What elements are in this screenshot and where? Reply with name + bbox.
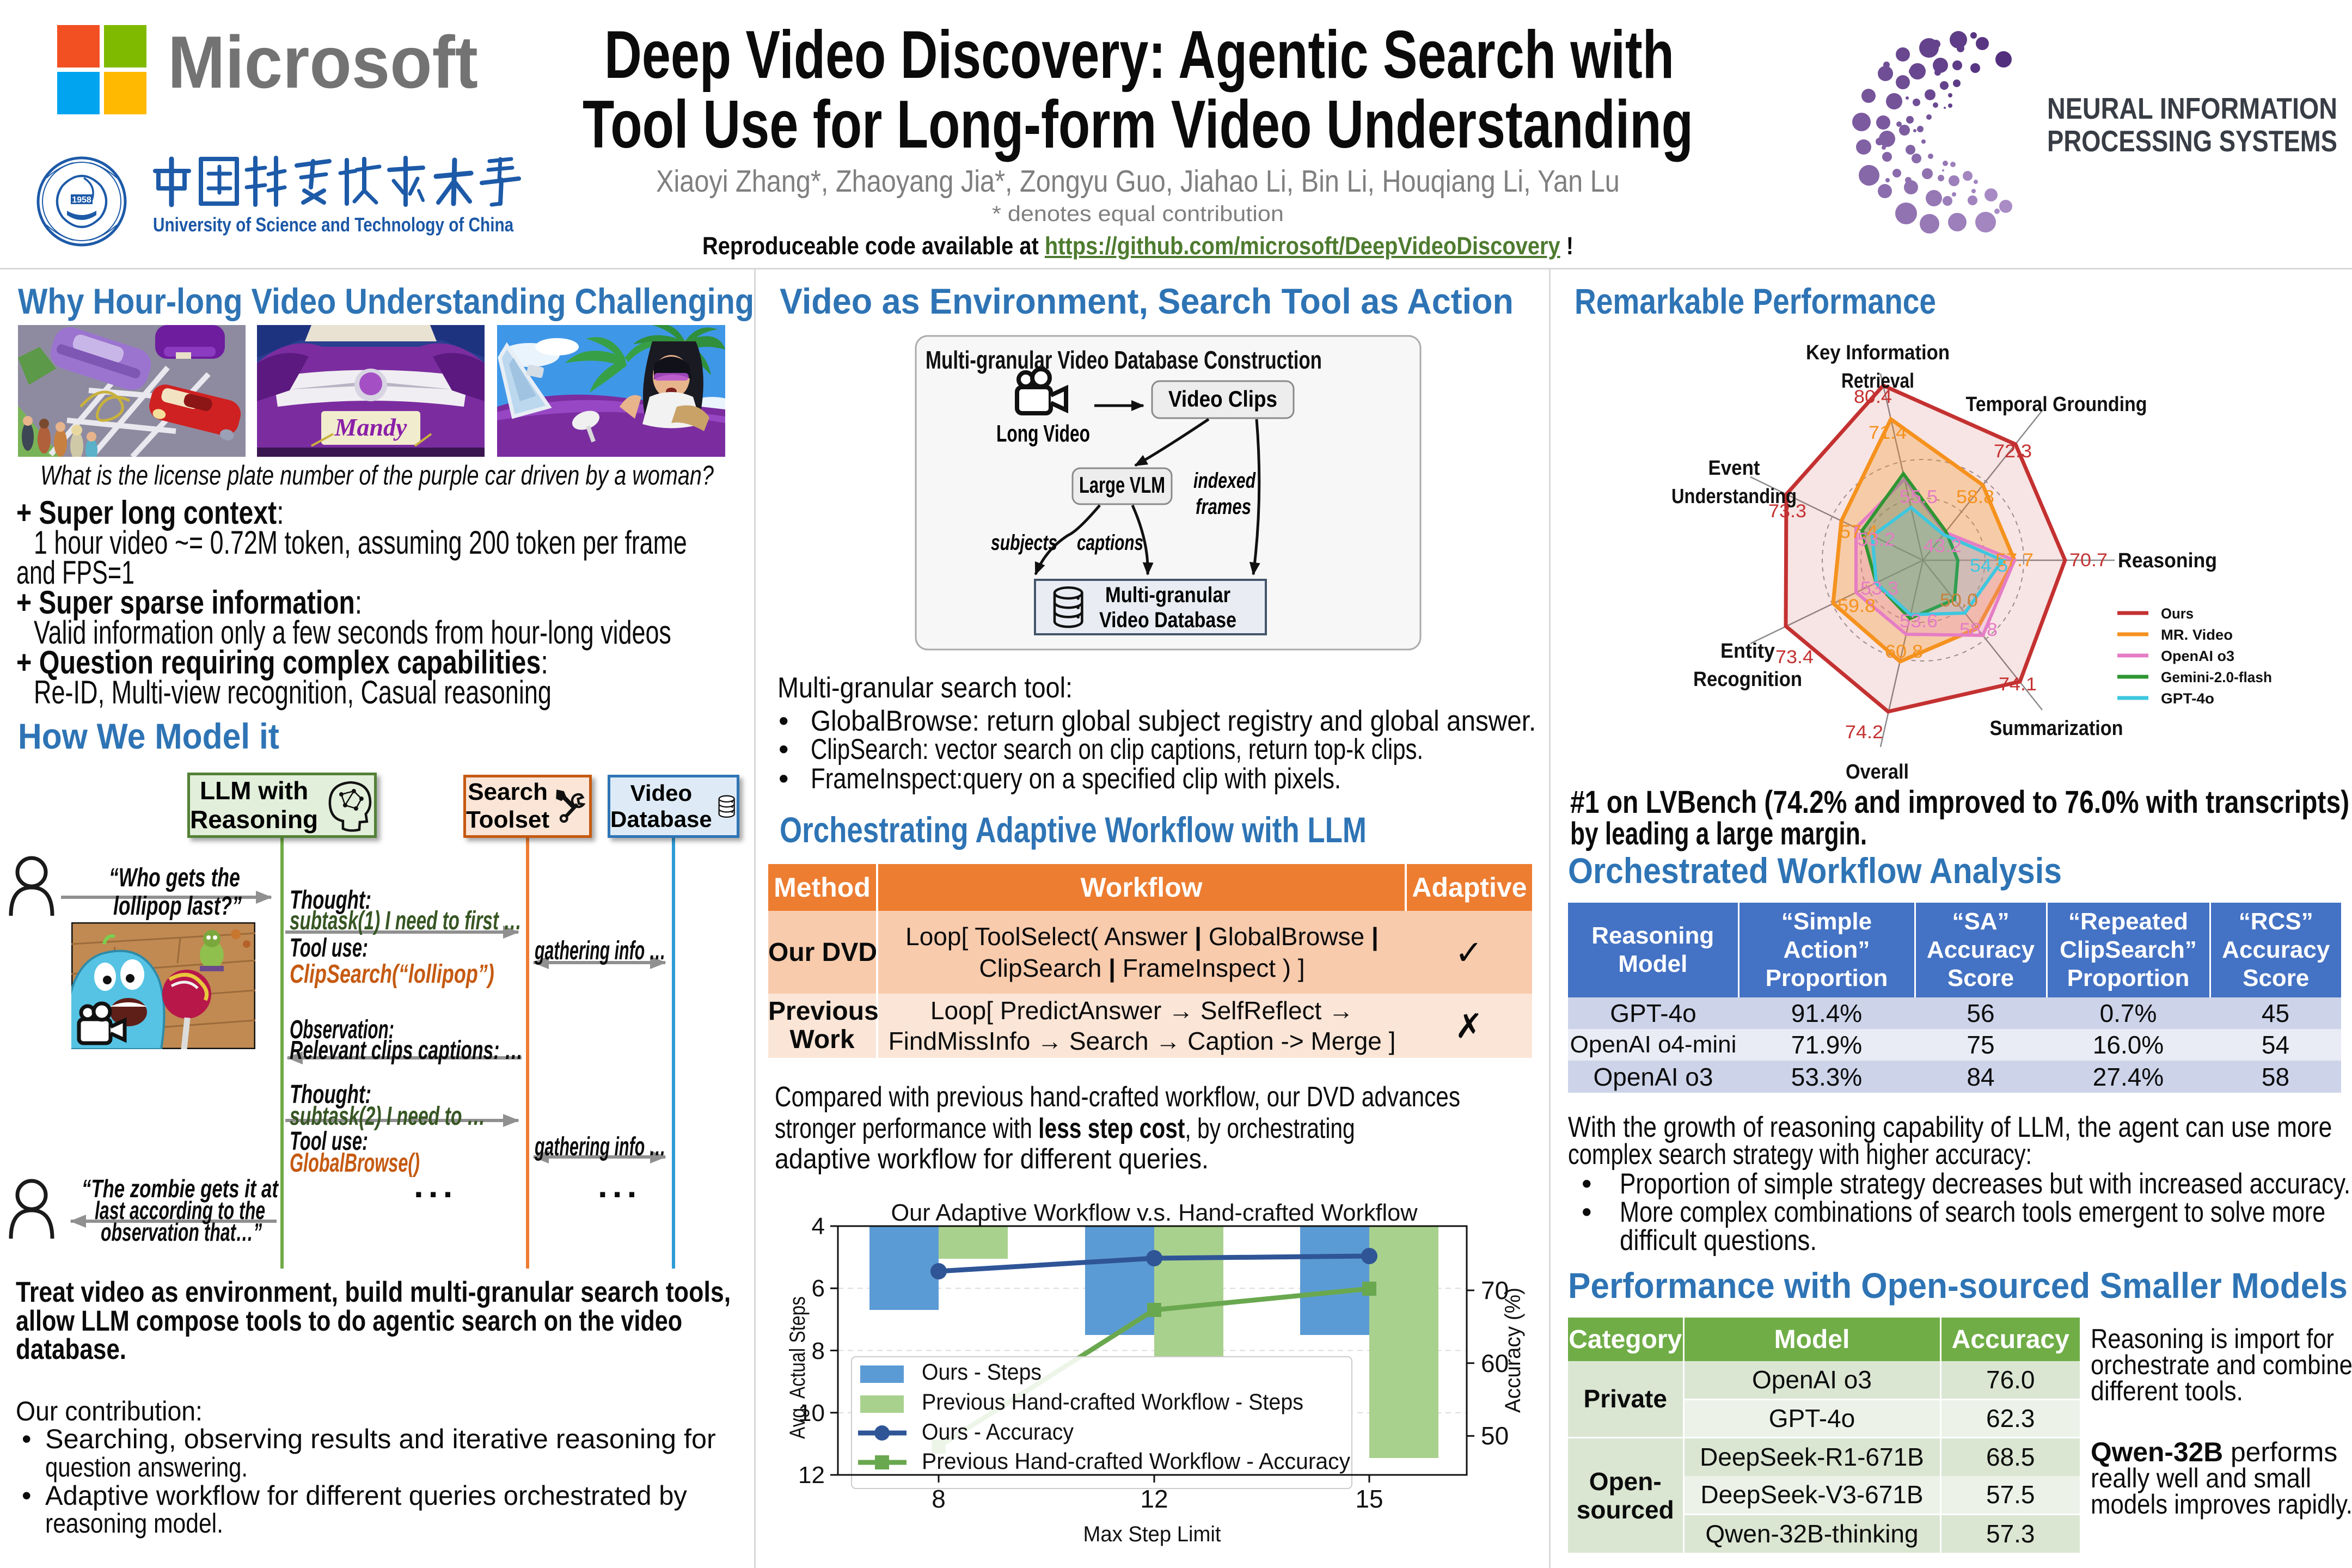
svg-text:indexed: indexed	[1193, 469, 1256, 493]
svg-text:Key Information: Key Information	[1806, 341, 1950, 364]
svg-text:72.3: 72.3	[1994, 441, 2032, 462]
svg-text:MR. Video: MR. Video	[2161, 627, 2233, 643]
svg-text:Long Video: Long Video	[996, 420, 1090, 447]
svg-text:15: 15	[1355, 1485, 1383, 1513]
svg-text:80.4: 80.4	[1854, 387, 1892, 407]
svg-text:Previous Hand-crafted Workflow: Previous Hand-crafted Workflow - Steps	[922, 1389, 1303, 1414]
svg-text:4: 4	[812, 1213, 825, 1240]
svg-text:Multi-granular Video Database: Multi-granular Video Database Constructi…	[926, 346, 1322, 374]
svg-text:53.6: 53.6	[1900, 611, 1938, 632]
svg-text:Video Database: Video Database	[1099, 608, 1236, 632]
svg-text:60: 60	[1481, 1349, 1509, 1377]
svg-text:57.4: 57.4	[1840, 522, 1878, 542]
svg-text:Reasoning: Reasoning	[2118, 549, 2217, 572]
svg-text:73.3: 73.3	[1768, 501, 1806, 522]
svg-text:59.8: 59.8	[1837, 596, 1876, 616]
svg-text:Ours: Ours	[2161, 605, 2194, 622]
svg-text:Ours - Steps: Ours - Steps	[922, 1359, 1042, 1385]
svg-text:8: 8	[932, 1485, 946, 1513]
svg-text:73.4: 73.4	[1775, 647, 1814, 667]
svg-text:60.8: 60.8	[1885, 641, 1923, 662]
svg-text:Our Adaptive Workflow v.s. Han: Our Adaptive Workflow v.s. Hand-crafted …	[891, 1199, 1418, 1226]
svg-text:OpenAI o3: OpenAI o3	[2161, 648, 2234, 664]
svg-text:43.2: 43.2	[1924, 536, 1962, 556]
svg-text:Entity: Entity	[1720, 640, 1775, 663]
svg-text:54.5: 54.5	[1970, 555, 2008, 576]
svg-text:70.7: 70.7	[2069, 550, 2108, 571]
svg-text:58.8: 58.8	[1956, 487, 1994, 507]
svg-text:Mandy: Mandy	[334, 413, 407, 441]
svg-text:74.1: 74.1	[1999, 674, 2037, 695]
svg-text:Video Clips: Video Clips	[1168, 386, 1277, 412]
svg-text:Avg. Actual Steps: Avg. Actual Steps	[786, 1296, 810, 1439]
svg-text:Gemini-2.0-flash: Gemini-2.0-flash	[2161, 669, 2272, 685]
svg-text:8: 8	[812, 1338, 825, 1364]
svg-text:subjects: subjects	[991, 531, 1057, 555]
svg-text:Understanding: Understanding	[1671, 485, 1797, 508]
svg-text:71.4: 71.4	[1869, 422, 1907, 443]
svg-text:12: 12	[1140, 1485, 1168, 1513]
svg-text:Overall: Overall	[1846, 761, 1909, 783]
svg-text:frames: frames	[1196, 495, 1251, 519]
svg-text:GPT-4o: GPT-4o	[2161, 690, 2214, 707]
svg-text:6: 6	[812, 1275, 825, 1302]
svg-text:57.7: 57.7	[1995, 550, 2033, 571]
svg-text:Max Step Limit: Max Step Limit	[1083, 1522, 1221, 1546]
svg-text:Multi-granular: Multi-granular	[1105, 583, 1230, 607]
svg-text:Previous Hand-crafted Workflow: Previous Hand-crafted Workflow - Accurac…	[922, 1448, 1350, 1474]
svg-text:Large VLM: Large VLM	[1079, 472, 1165, 498]
svg-text:Event: Event	[1708, 457, 1760, 480]
svg-text:53.2: 53.2	[1857, 529, 1895, 550]
svg-text:Ours - Accuracy: Ours - Accuracy	[922, 1419, 1074, 1444]
svg-text:70: 70	[1481, 1276, 1509, 1304]
svg-text:10: 10	[798, 1400, 825, 1426]
svg-text:Accuracy (%): Accuracy (%)	[1501, 1288, 1525, 1413]
svg-text:50: 50	[1481, 1422, 1509, 1450]
svg-text:55.5: 55.5	[1900, 487, 1938, 507]
svg-text:58.8: 58.8	[1959, 620, 1998, 640]
svg-text:50.0: 50.0	[1940, 590, 1978, 611]
svg-text:captions: captions	[1077, 531, 1143, 555]
svg-text:1958: 1958	[72, 195, 91, 205]
svg-text:Summarization: Summarization	[1990, 717, 2123, 740]
svg-text:53.3: 53.3	[1860, 578, 1898, 599]
svg-text:Retrieval: Retrieval	[1841, 370, 1914, 393]
svg-text:Recognition: Recognition	[1693, 668, 1802, 691]
svg-text:Temporal Grounding: Temporal Grounding	[1966, 393, 2147, 416]
svg-text:74.2: 74.2	[1845, 722, 1883, 743]
svg-text:12: 12	[798, 1462, 825, 1489]
